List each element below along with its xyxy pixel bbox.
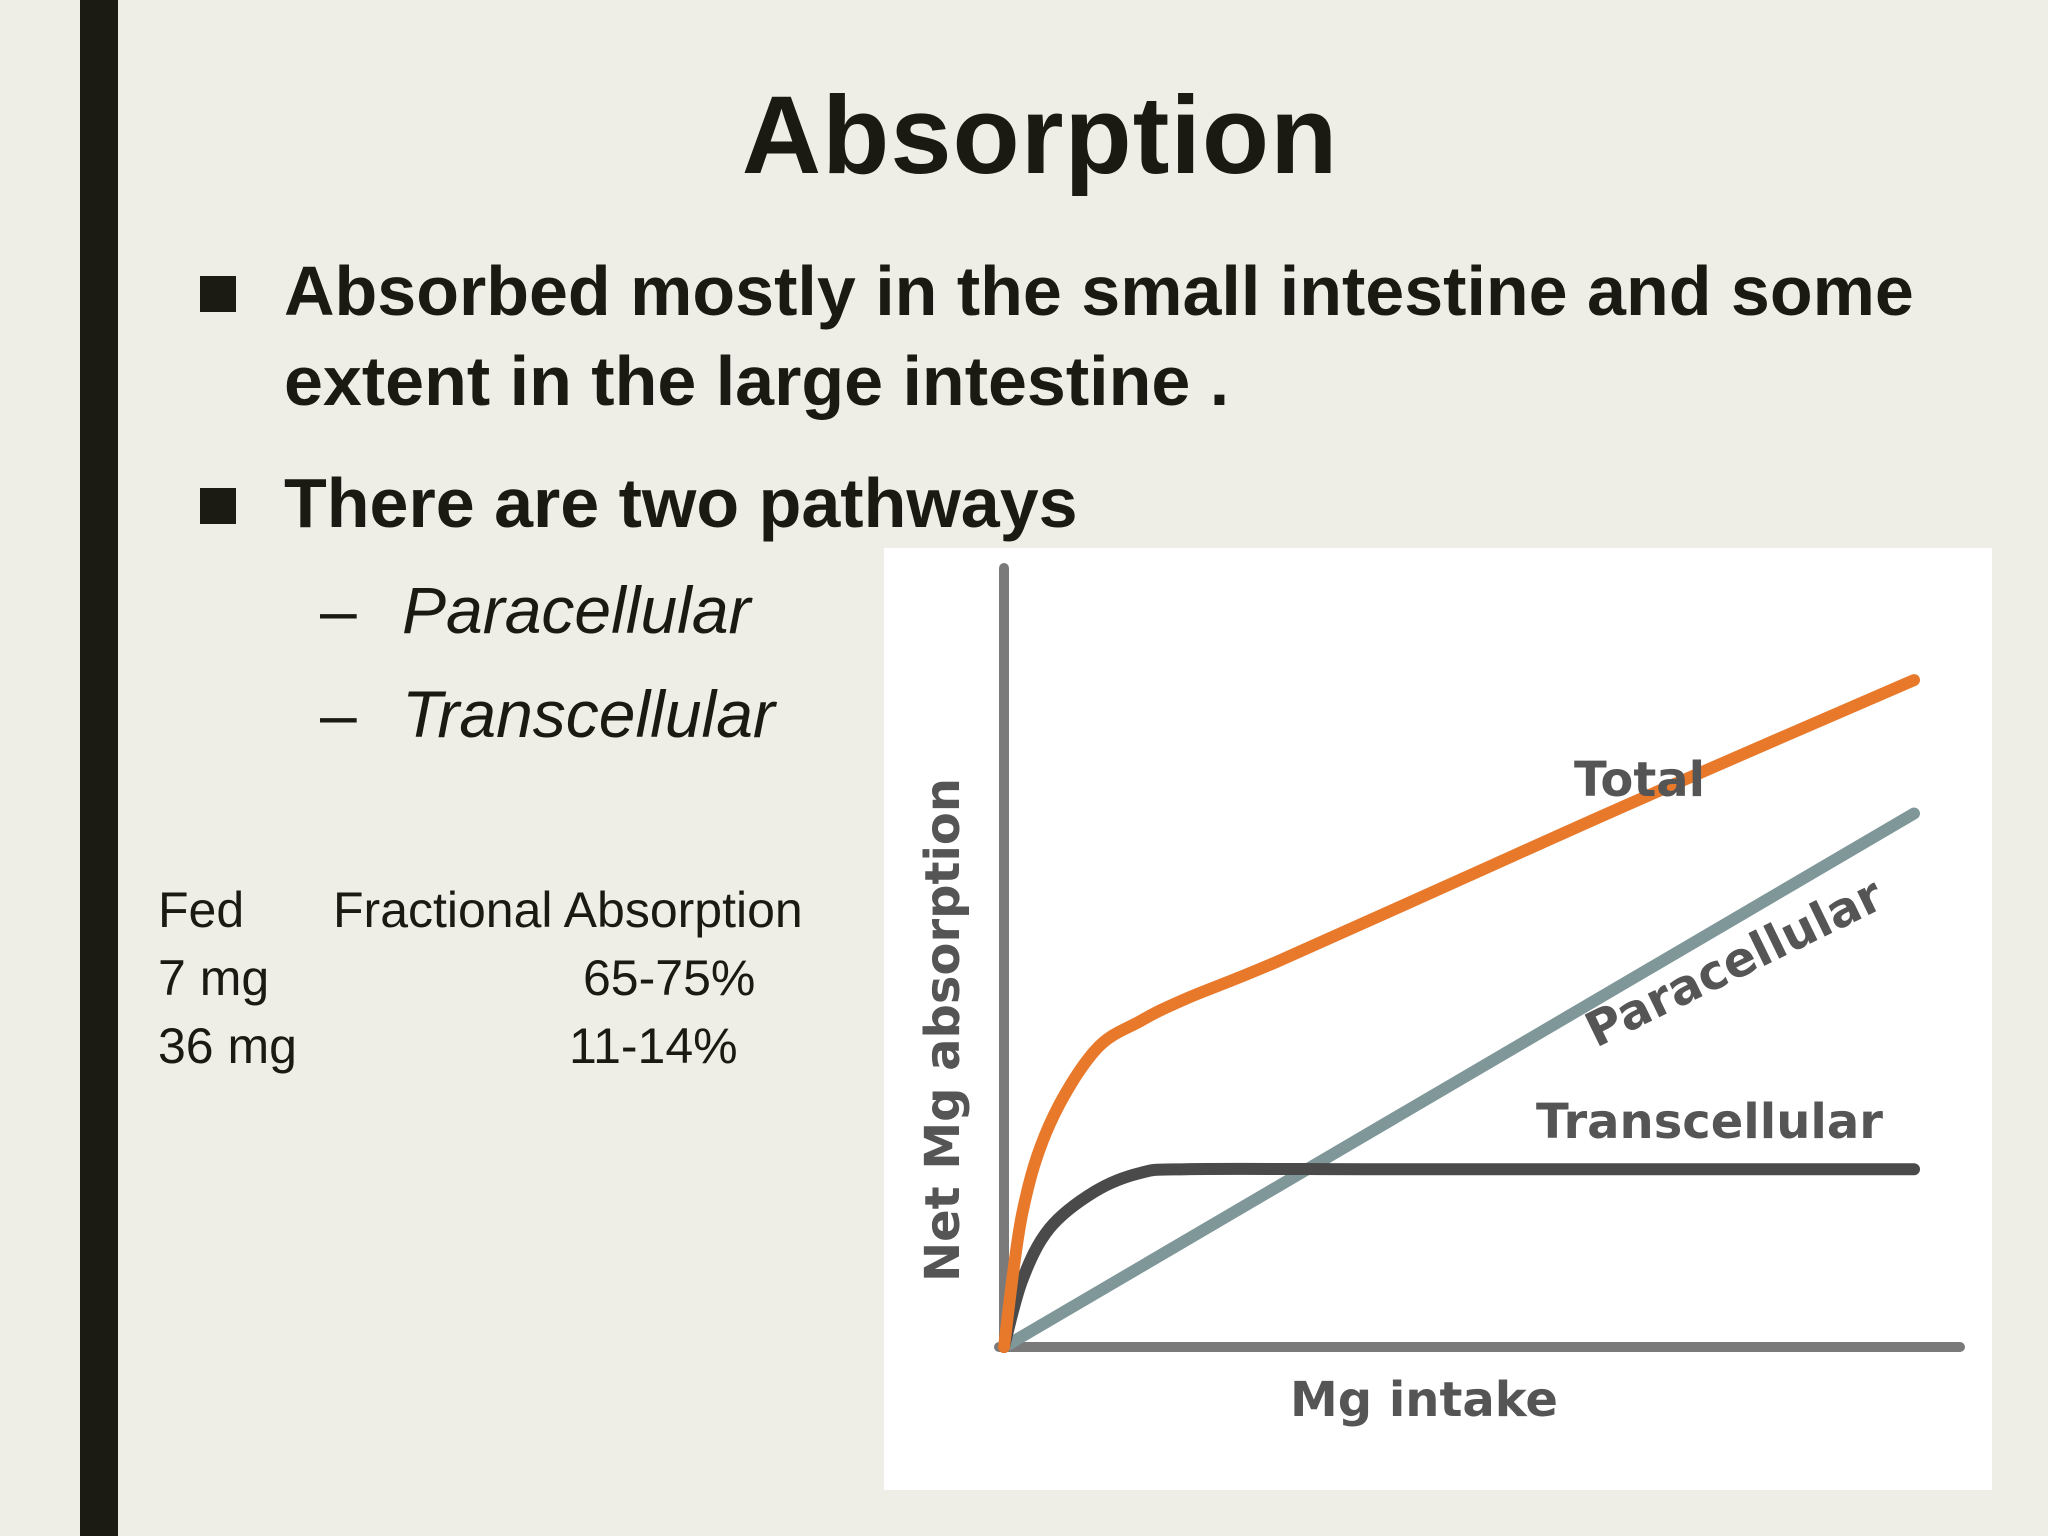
chart-canvas: Mg intake Net Mg absorption Total Parace… bbox=[915, 563, 1965, 1428]
bullet-square-icon bbox=[200, 276, 236, 312]
table-cell-fed: 36 mg bbox=[158, 1018, 297, 1074]
table-cell-absorption: 11-14% bbox=[569, 1018, 738, 1074]
x-axis-label: Mg intake bbox=[1290, 1372, 1558, 1428]
absorption-chart: Mg intake Net Mg absorption Total Parace… bbox=[884, 548, 1992, 1490]
total-series-label: Total bbox=[1574, 752, 1705, 808]
transcellular-series-line bbox=[998, 1162, 1920, 1353]
sub-bullet-label: Paracellular bbox=[402, 573, 751, 647]
sub-bullet-label: Transcellular bbox=[402, 677, 775, 751]
paracellular-series-line bbox=[998, 807, 1920, 1353]
bullet-square-icon bbox=[200, 488, 236, 524]
bullet-1-line-1: Absorbed mostly in the small intestine a… bbox=[284, 252, 1914, 330]
dash-icon: – bbox=[320, 573, 357, 647]
bullet-1-line-2: extent in the large intestine . bbox=[284, 342, 1230, 420]
bullet-2-text: There are two pathways bbox=[284, 464, 1078, 542]
paracellular-series-label: Paracellular bbox=[1577, 867, 1892, 1059]
y-axis-label: Net Mg absorption bbox=[915, 778, 971, 1282]
table-cell-fed: 7 mg bbox=[158, 950, 270, 1006]
transcellular-series-label: Transcellular bbox=[1536, 1094, 1883, 1150]
table-header-fractional: Fractional Absorption bbox=[333, 882, 803, 938]
dash-icon: – bbox=[320, 677, 357, 751]
slide-title: Absorption bbox=[741, 74, 1339, 197]
left-accent-bar bbox=[80, 0, 118, 1536]
series-layer bbox=[998, 674, 1920, 1353]
table-header-fed: Fed bbox=[158, 882, 245, 938]
table-cell-absorption: 65-75% bbox=[583, 950, 756, 1006]
total-series-line bbox=[998, 674, 1920, 1353]
